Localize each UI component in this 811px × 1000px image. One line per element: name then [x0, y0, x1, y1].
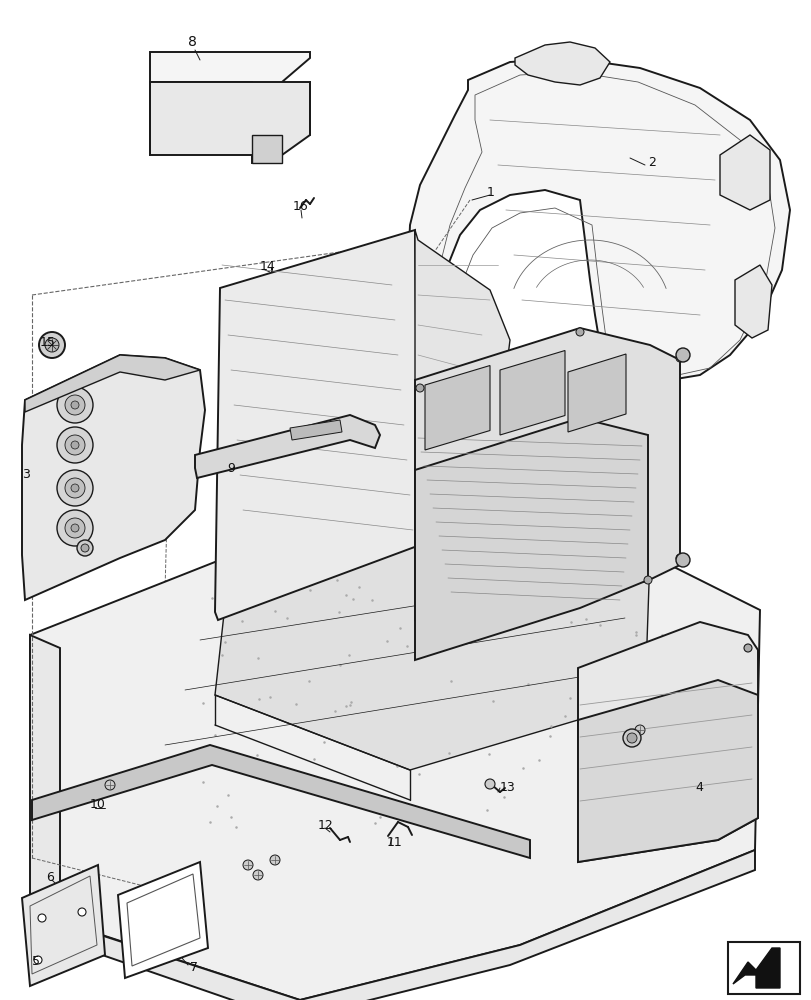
- Polygon shape: [577, 680, 757, 862]
- Circle shape: [65, 518, 85, 538]
- Circle shape: [38, 914, 46, 922]
- Text: 9: 9: [227, 462, 234, 475]
- Polygon shape: [414, 328, 679, 620]
- Polygon shape: [577, 622, 757, 862]
- Polygon shape: [719, 135, 769, 210]
- Polygon shape: [30, 490, 759, 1000]
- Polygon shape: [150, 82, 310, 163]
- Circle shape: [676, 554, 683, 562]
- Circle shape: [676, 354, 683, 362]
- Circle shape: [71, 524, 79, 532]
- Circle shape: [622, 729, 640, 747]
- Polygon shape: [424, 365, 489, 450]
- Polygon shape: [251, 135, 281, 163]
- Circle shape: [57, 387, 93, 423]
- Polygon shape: [732, 948, 779, 988]
- Circle shape: [57, 510, 93, 546]
- Circle shape: [105, 780, 115, 790]
- Circle shape: [78, 908, 86, 916]
- Polygon shape: [30, 850, 754, 1000]
- Circle shape: [34, 956, 42, 964]
- Circle shape: [81, 544, 89, 552]
- Circle shape: [242, 860, 253, 870]
- Text: 5: 5: [32, 955, 40, 968]
- Text: 2: 2: [647, 156, 655, 169]
- Polygon shape: [150, 52, 310, 90]
- Text: 6: 6: [46, 871, 54, 884]
- Circle shape: [253, 870, 263, 880]
- Polygon shape: [118, 862, 208, 978]
- Polygon shape: [514, 42, 609, 85]
- Polygon shape: [414, 230, 509, 420]
- Circle shape: [415, 384, 423, 392]
- Text: 16: 16: [293, 200, 308, 214]
- Circle shape: [676, 348, 689, 362]
- Text: 11: 11: [387, 836, 402, 849]
- Circle shape: [575, 328, 583, 336]
- Text: 4: 4: [694, 781, 702, 794]
- Circle shape: [634, 725, 644, 735]
- Circle shape: [626, 733, 636, 743]
- Polygon shape: [195, 415, 380, 478]
- Circle shape: [77, 540, 93, 556]
- Polygon shape: [32, 745, 530, 858]
- Circle shape: [65, 395, 85, 415]
- Circle shape: [71, 441, 79, 449]
- Polygon shape: [25, 355, 200, 412]
- Polygon shape: [407, 58, 789, 380]
- Polygon shape: [22, 355, 204, 600]
- Polygon shape: [500, 351, 564, 435]
- Circle shape: [71, 484, 79, 492]
- Circle shape: [39, 332, 65, 358]
- Polygon shape: [22, 865, 105, 986]
- Text: 12: 12: [318, 819, 333, 832]
- Circle shape: [676, 553, 689, 567]
- Circle shape: [57, 470, 93, 506]
- Text: 3: 3: [22, 468, 30, 482]
- Polygon shape: [414, 418, 647, 660]
- Text: 7: 7: [190, 961, 198, 974]
- Polygon shape: [734, 265, 771, 338]
- Text: 1: 1: [487, 186, 494, 198]
- Circle shape: [45, 338, 59, 352]
- Polygon shape: [215, 490, 649, 770]
- Circle shape: [65, 435, 85, 455]
- Text: 15: 15: [40, 336, 56, 350]
- Circle shape: [743, 644, 751, 652]
- Circle shape: [71, 401, 79, 409]
- Polygon shape: [215, 230, 419, 620]
- Polygon shape: [290, 420, 341, 440]
- Circle shape: [270, 855, 280, 865]
- Polygon shape: [30, 635, 60, 930]
- Text: 10: 10: [90, 798, 105, 811]
- Text: 13: 13: [500, 781, 515, 794]
- Text: 8: 8: [188, 35, 196, 49]
- Circle shape: [484, 779, 495, 789]
- Text: 14: 14: [260, 259, 276, 272]
- Circle shape: [57, 427, 93, 463]
- Circle shape: [643, 576, 651, 584]
- Polygon shape: [727, 942, 799, 994]
- Circle shape: [65, 478, 85, 498]
- Polygon shape: [568, 354, 625, 432]
